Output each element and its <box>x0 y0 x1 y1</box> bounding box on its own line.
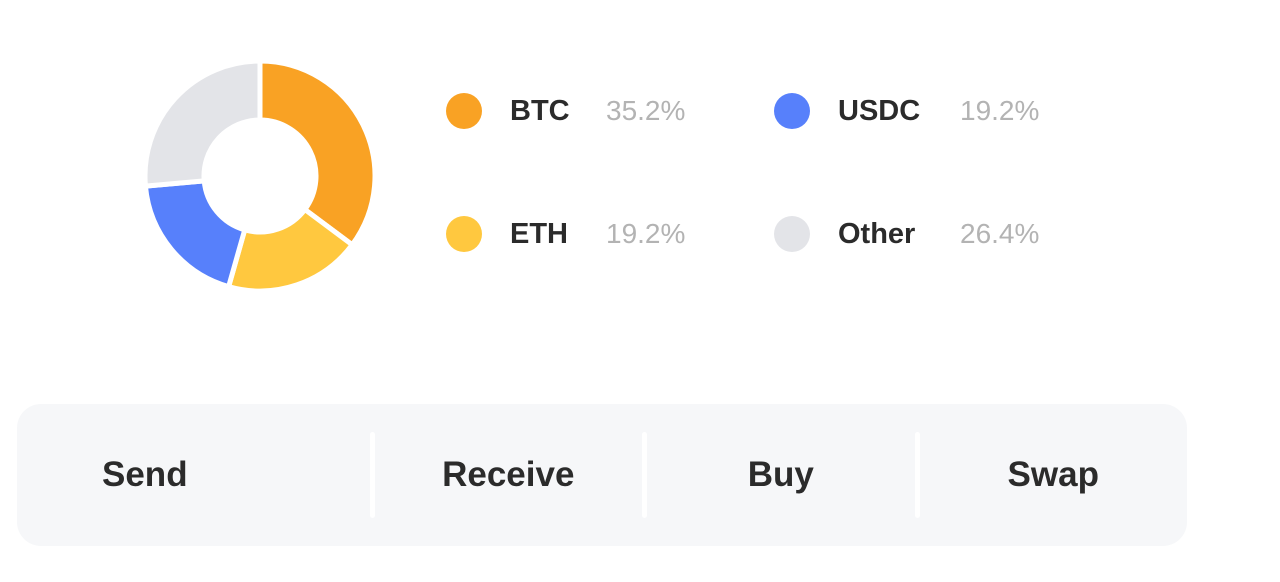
donut-slice-other <box>142 58 263 189</box>
send-button[interactable]: Send <box>102 455 188 494</box>
receive-button[interactable]: Receive <box>442 455 575 494</box>
legend-label: ETH <box>510 217 568 250</box>
swap-button[interactable]: Swap <box>1007 455 1099 494</box>
legend-percent: 19.2% <box>960 95 1040 126</box>
legend-percent: 35.2% <box>606 95 686 126</box>
legend-item-usdc: USDC 19.2% <box>774 91 1039 131</box>
action-bar: Send Receive Buy Swap <box>17 404 1187 546</box>
legend-percent: 26.4% <box>960 218 1040 249</box>
eth-color-dot-icon <box>446 216 482 252</box>
legend-percent: 19.2% <box>606 218 686 249</box>
legend-label: USDC <box>838 94 921 127</box>
legend-label: Other <box>838 217 916 250</box>
legend-item-eth: ETH 19.2% <box>446 214 685 254</box>
btc-color-dot-icon <box>446 93 482 129</box>
donut-slice-btc <box>257 58 378 248</box>
legend-item-btc: BTC 35.2% <box>446 91 685 131</box>
other-color-dot-icon <box>774 216 810 252</box>
donut-slice-usdc <box>142 178 248 290</box>
allocation-donut-chart <box>142 58 378 294</box>
legend-item-other: Other 26.4% <box>774 214 1039 254</box>
divider <box>642 432 647 518</box>
divider <box>914 432 920 518</box>
divider <box>369 432 375 518</box>
usdc-color-dot-icon <box>774 93 810 129</box>
buy-button[interactable]: Buy <box>747 455 814 494</box>
legend-label: BTC <box>510 94 570 127</box>
donut-slice-eth <box>226 206 355 294</box>
